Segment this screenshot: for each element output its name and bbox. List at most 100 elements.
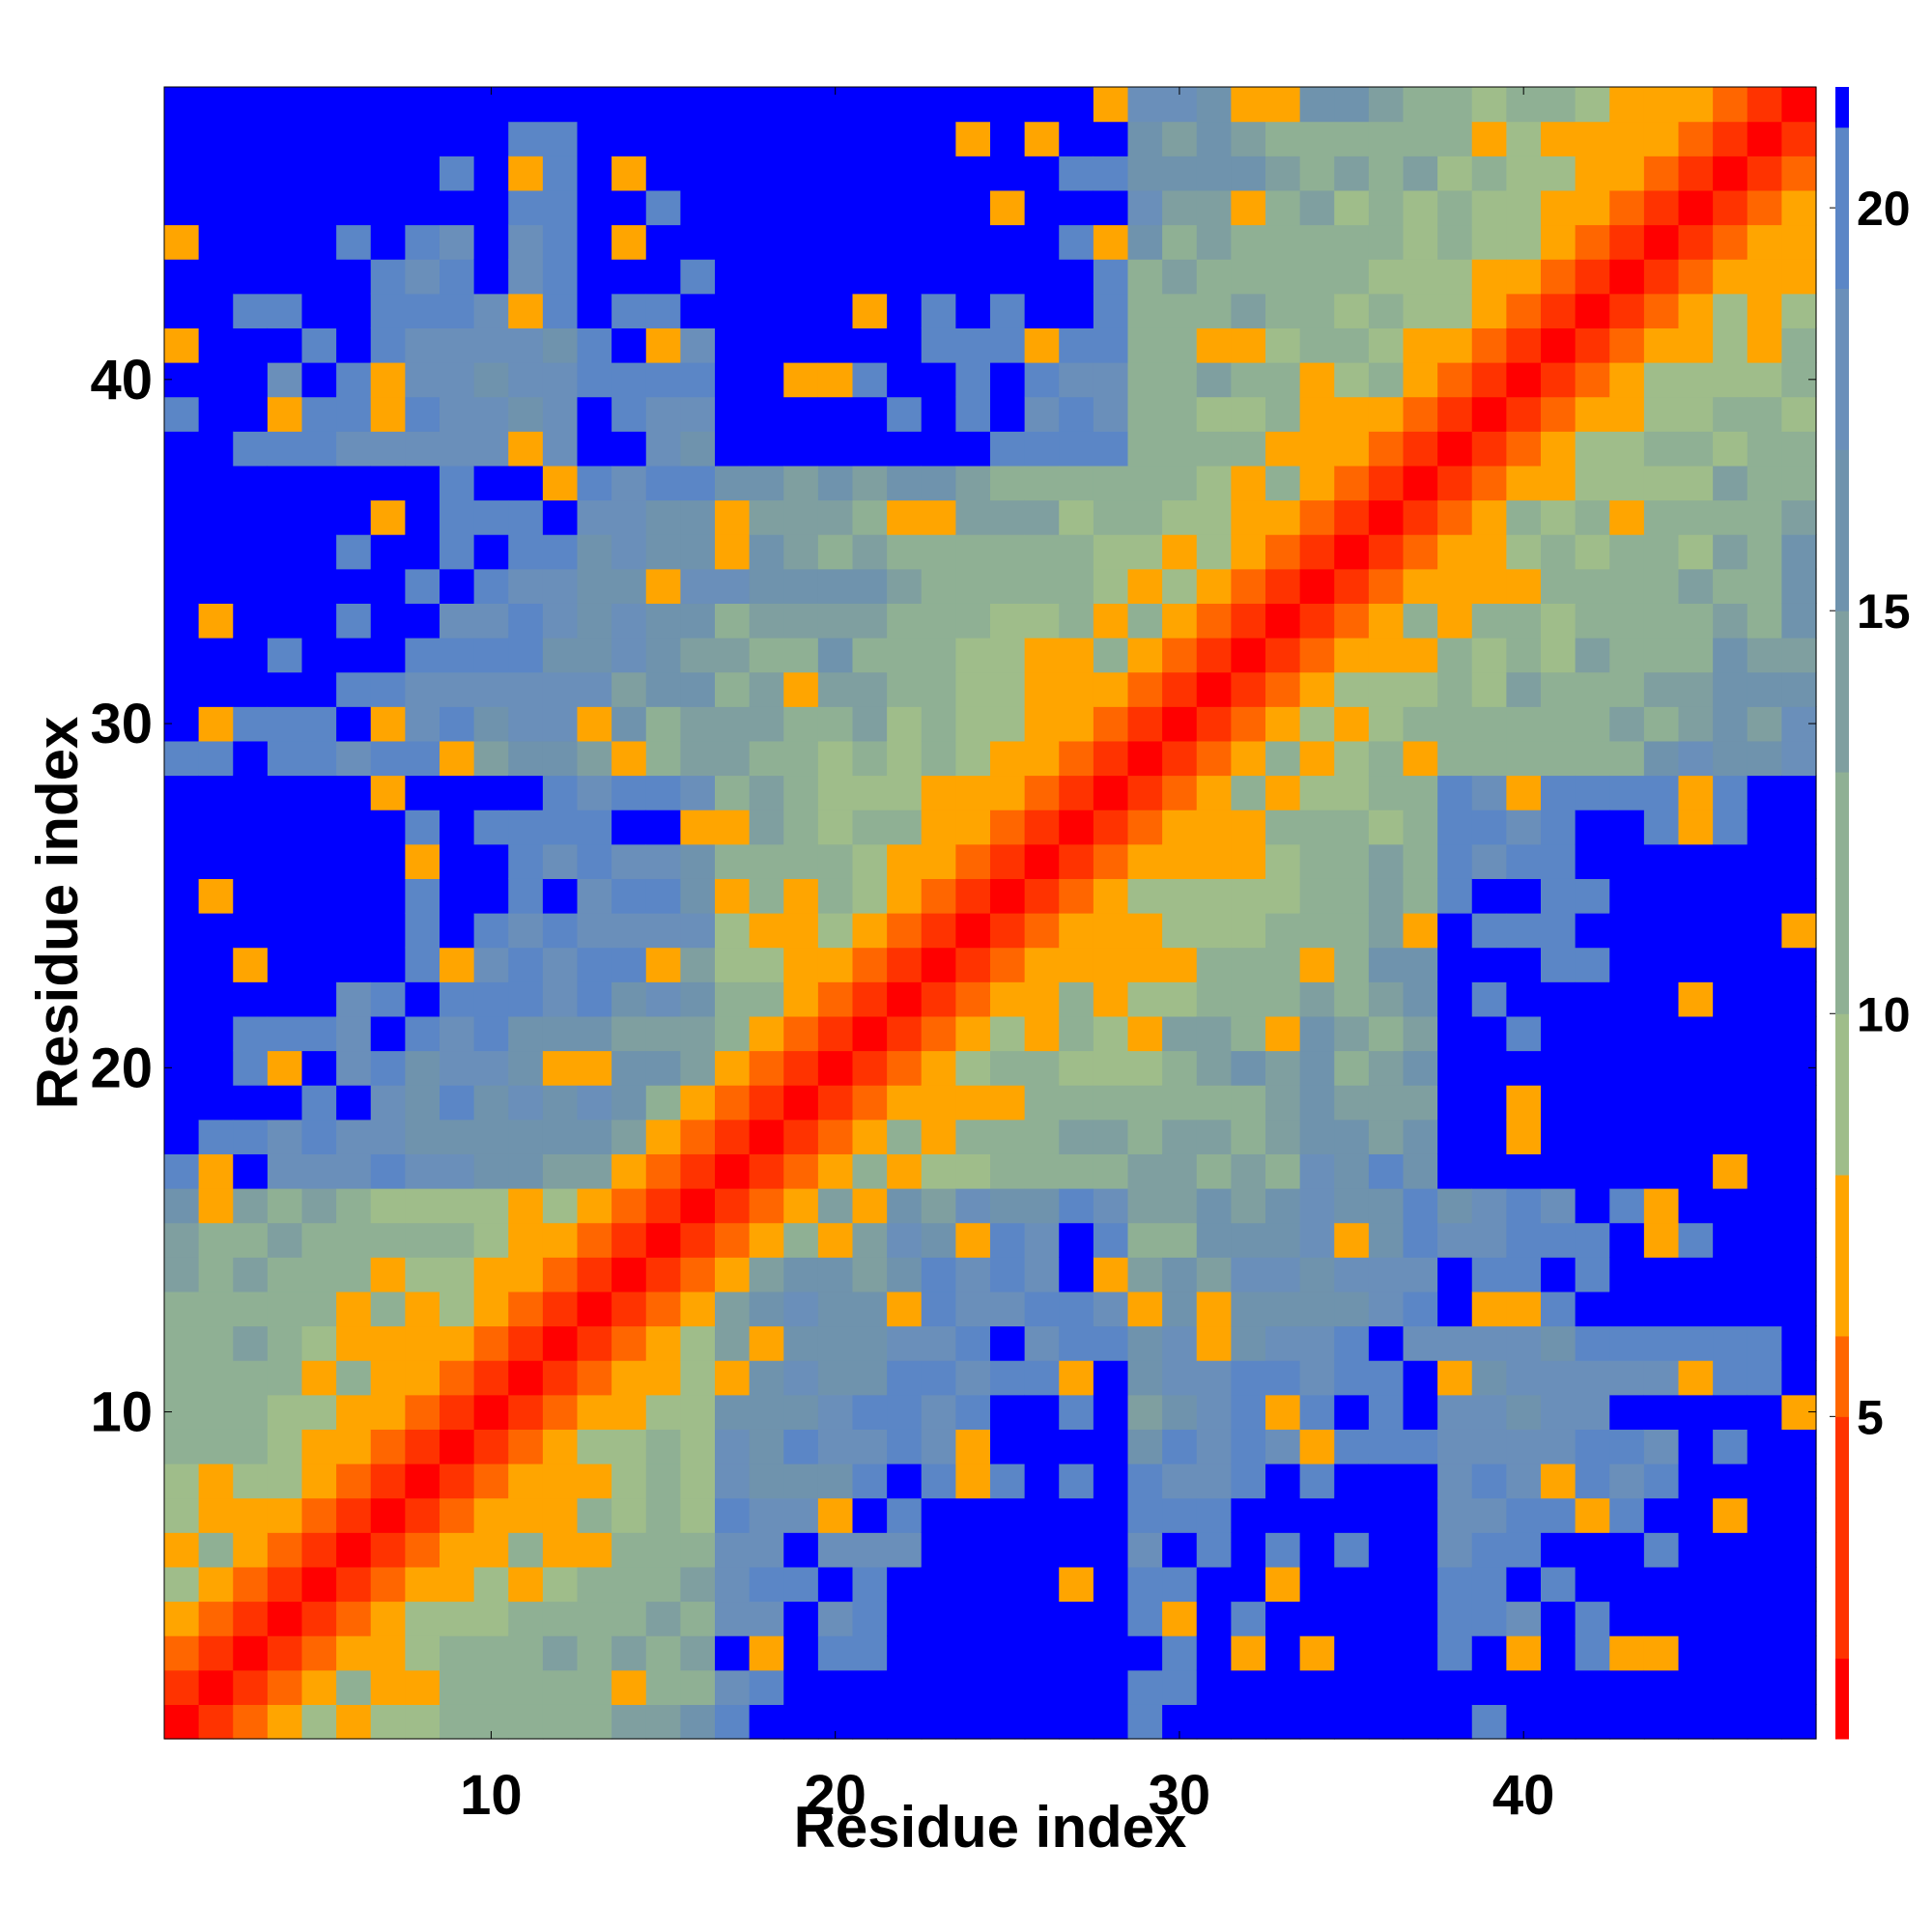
- heatmap-cell: [1162, 1463, 1198, 1499]
- heatmap-cell: [508, 947, 544, 982]
- heatmap-cell: [1093, 1085, 1129, 1121]
- heatmap-cell: [233, 810, 269, 845]
- heatmap-cell: [336, 1566, 372, 1603]
- heatmap-cell: [1713, 1360, 1748, 1396]
- heatmap-cell: [1265, 706, 1301, 742]
- heatmap-cell: [233, 431, 269, 467]
- heatmap-cell: [852, 1429, 888, 1464]
- heatmap-cell: [1575, 603, 1610, 639]
- heatmap-cell: [577, 534, 612, 570]
- heatmap-cell: [1093, 1015, 1129, 1052]
- heatmap-cell: [1368, 1325, 1405, 1361]
- heatmap-cell: [440, 671, 475, 707]
- heatmap-cell: [783, 1394, 819, 1430]
- heatmap-cell: [164, 1085, 200, 1121]
- heatmap-cell: [921, 1429, 956, 1464]
- heatmap-cell: [301, 1497, 337, 1533]
- heatmap-cell: [1162, 775, 1198, 810]
- heatmap-cell: [370, 1463, 406, 1499]
- heatmap-cell: [1506, 465, 1542, 501]
- heatmap-cell: [1609, 1497, 1645, 1533]
- heatmap-cell: [1024, 603, 1060, 639]
- heatmap-cell: [1437, 465, 1473, 501]
- heatmap-cell: [1093, 1153, 1129, 1189]
- heatmap-cell: [1471, 843, 1507, 879]
- heatmap-cell: [370, 534, 406, 570]
- heatmap-cell: [1713, 843, 1748, 879]
- heatmap-cell: [267, 775, 303, 810]
- heatmap-cell: [1747, 87, 1782, 123]
- heatmap-cell: [990, 293, 1026, 328]
- heatmap-cell: [1059, 499, 1094, 535]
- heatmap-cell: [301, 603, 337, 639]
- heatmap-cell: [336, 87, 372, 123]
- heatmap-cell: [1781, 1188, 1817, 1224]
- heatmap-cell: [1609, 431, 1645, 467]
- heatmap-cell: [473, 1394, 509, 1430]
- heatmap-cell: [1713, 947, 1748, 982]
- heatmap-cell: [680, 947, 716, 982]
- heatmap-cell: [1575, 499, 1610, 535]
- heatmap-cell: [1127, 465, 1163, 501]
- heatmap-cell: [1541, 603, 1577, 639]
- heatmap-cell: [440, 638, 475, 673]
- heatmap-cell: [1265, 1188, 1301, 1224]
- heatmap-cell: [1713, 603, 1748, 639]
- heatmap-cell: [405, 740, 440, 777]
- heatmap-cell: [1678, 671, 1714, 707]
- heatmap-cell: [1403, 810, 1438, 845]
- heatmap-cell: [1713, 396, 1748, 432]
- heatmap-cell: [1781, 1015, 1817, 1052]
- heatmap-cell: [1747, 947, 1782, 982]
- heatmap-cell: [611, 189, 647, 226]
- heatmap-cell: [473, 740, 509, 777]
- heatmap-cell: [1127, 981, 1163, 1017]
- heatmap-cell: [1334, 1325, 1370, 1361]
- heatmap-cell: [267, 1669, 303, 1705]
- heatmap-cell: [1127, 638, 1163, 673]
- heatmap-cell: [1334, 706, 1370, 742]
- heatmap-cell: [749, 1325, 784, 1361]
- heatmap-cell: [817, 947, 854, 982]
- heatmap-cell: [1368, 156, 1405, 191]
- heatmap-cell: [267, 1119, 303, 1154]
- heatmap-cell: [611, 913, 647, 949]
- heatmap-cell: [611, 1394, 647, 1430]
- heatmap-cell: [1713, 706, 1748, 742]
- heatmap-cell: [1747, 1153, 1782, 1189]
- heatmap-cell: [1368, 981, 1405, 1017]
- heatmap-cell: [440, 706, 475, 742]
- heatmap-cell: [370, 1566, 406, 1603]
- heatmap-cell: [1643, 121, 1680, 156]
- heatmap-cell: [1609, 293, 1645, 328]
- heatmap-cell: [1609, 913, 1645, 949]
- heatmap-cell: [1127, 87, 1163, 123]
- heatmap-cell: [542, 1222, 579, 1258]
- heatmap-cell: [1506, 224, 1542, 260]
- heatmap-cell: [1541, 1429, 1577, 1464]
- heatmap-cell: [955, 638, 991, 673]
- heatmap-cell: [1162, 1566, 1198, 1603]
- heatmap-cell: [680, 1360, 716, 1396]
- heatmap-cell: [1643, 1153, 1680, 1189]
- heatmap-cell: [1265, 1257, 1301, 1293]
- heatmap-cell: [1747, 1601, 1782, 1636]
- heatmap-cell: [1575, 534, 1610, 570]
- heatmap-cell: [1231, 259, 1266, 295]
- heatmap-cell: [267, 810, 303, 845]
- heatmap-cell: [1437, 1153, 1473, 1189]
- heatmap-cell: [1643, 568, 1680, 604]
- heatmap-cell: [817, 1429, 854, 1464]
- heatmap-cell: [542, 1291, 579, 1327]
- heatmap-cell: [164, 1463, 200, 1499]
- heatmap-cell: [680, 1188, 716, 1224]
- heatmap-cell: [1643, 1291, 1680, 1327]
- heatmap-cell: [1747, 1325, 1782, 1361]
- heatmap-cell: [336, 568, 372, 604]
- heatmap-cell: [1506, 1429, 1542, 1464]
- heatmap-cell: [645, 706, 681, 742]
- heatmap-cell: [1093, 1463, 1129, 1499]
- heatmap-cell: [1781, 740, 1817, 777]
- heatmap-cell: [1506, 843, 1542, 879]
- heatmap-cell: [405, 362, 440, 398]
